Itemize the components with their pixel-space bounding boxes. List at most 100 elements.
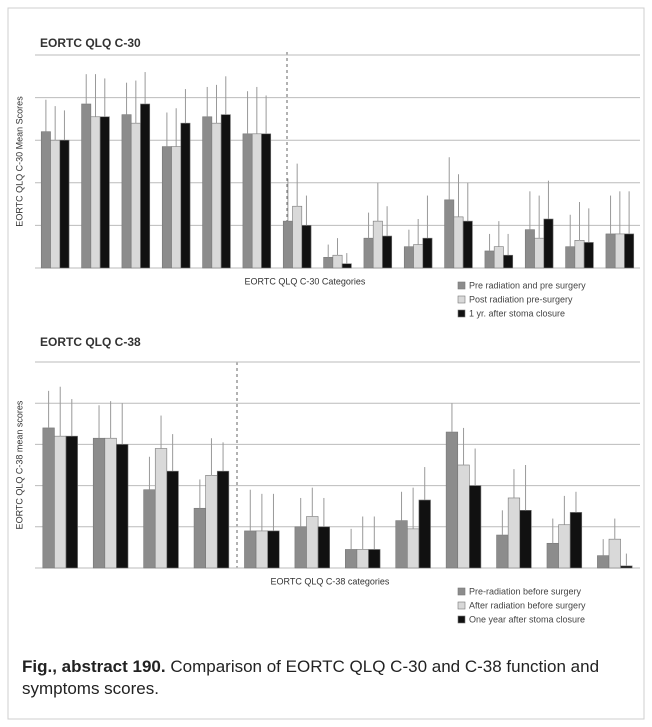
bar <box>332 254 343 269</box>
bar <box>614 233 625 269</box>
bar <box>65 435 78 569</box>
bar <box>166 470 179 569</box>
bar <box>395 520 408 569</box>
legend-swatch <box>457 601 466 610</box>
bar <box>403 246 414 269</box>
bar <box>605 233 616 269</box>
legend-label: Post radiation pre-surgery <box>469 294 573 304</box>
legend-swatch <box>457 615 466 624</box>
bar <box>193 507 206 569</box>
bar <box>54 435 67 569</box>
bar <box>99 116 110 269</box>
bar <box>267 530 280 569</box>
y-axis-label: EORTC QLQ C-30 Mean Scores <box>14 96 24 227</box>
bar <box>418 499 431 569</box>
bar <box>503 254 514 269</box>
chart-title: EORTC QLQ C-30 <box>40 36 141 50</box>
x-axis-label: EORTC QLQ C-38 categories <box>271 576 390 586</box>
bar <box>507 497 521 569</box>
bar <box>143 489 156 569</box>
bar <box>255 530 268 569</box>
legend-swatch <box>457 587 466 596</box>
bar <box>457 464 470 569</box>
bar <box>372 220 383 269</box>
bar <box>543 218 554 269</box>
caption-text: Comparison of EORTC QLQ C-30 and C-38 fu… <box>22 657 600 698</box>
bar <box>216 470 230 569</box>
bar <box>597 555 610 569</box>
bar <box>294 526 307 569</box>
bar <box>368 549 381 569</box>
legend-label: Pre radiation and pre surgery <box>469 280 586 290</box>
bar <box>345 549 358 569</box>
legend-label: Pre-radiation before surgery <box>469 586 582 596</box>
bar <box>546 542 559 569</box>
bar <box>211 122 222 269</box>
bar <box>242 133 253 269</box>
bar <box>493 246 504 269</box>
bar <box>341 263 352 269</box>
bar <box>574 240 585 269</box>
bar <box>261 133 272 269</box>
bar <box>116 444 129 569</box>
bar <box>104 437 117 569</box>
bar <box>519 510 532 569</box>
bar <box>558 524 571 569</box>
bar <box>282 220 293 269</box>
legend-label: 1 yr. after stoma closure <box>469 308 565 318</box>
bar <box>496 534 509 569</box>
bar <box>583 242 594 269</box>
bar <box>121 114 132 269</box>
bar <box>154 448 168 569</box>
bar <box>565 246 576 269</box>
chart-title: EORTC QLQ C-38 <box>40 335 141 349</box>
bar <box>317 526 330 569</box>
bar <box>244 530 257 569</box>
bar <box>445 431 459 569</box>
bar <box>161 146 172 269</box>
bar <box>42 427 55 569</box>
bar <box>356 549 369 569</box>
legend-label: One year after stoma closure <box>469 614 585 624</box>
bar <box>608 538 621 569</box>
legend-label: After radiation before surgery <box>469 600 586 610</box>
bar <box>469 485 482 569</box>
bar <box>130 122 141 269</box>
bar <box>407 528 420 569</box>
x-axis-label: EORTC QLQ C-30 Categories <box>245 276 366 286</box>
bar <box>524 229 535 269</box>
bar <box>444 199 455 269</box>
bar <box>92 437 106 569</box>
y-axis-label: EORTC QLQ C-38 mean scores <box>14 400 24 529</box>
bar <box>205 474 218 569</box>
bar <box>569 512 583 569</box>
bar <box>50 139 61 269</box>
bar <box>422 237 433 269</box>
bar <box>90 116 101 269</box>
bar <box>220 114 231 269</box>
bar <box>301 225 312 269</box>
bar <box>363 237 374 269</box>
legend-swatch <box>457 281 466 290</box>
bar <box>59 139 70 269</box>
bar <box>413 244 424 269</box>
caption-label: Fig., abstract 190. <box>22 657 166 676</box>
bar <box>81 103 92 269</box>
bar <box>171 146 182 269</box>
frame <box>7 7 645 720</box>
legend-swatch <box>457 309 466 318</box>
bar <box>620 565 633 569</box>
bar <box>180 122 191 269</box>
caption: Fig., abstract 190. Comparison of EORTC … <box>22 656 622 700</box>
bar <box>484 250 495 269</box>
bar <box>453 216 464 269</box>
bar <box>292 205 303 269</box>
bar <box>624 233 635 269</box>
bar <box>534 237 545 269</box>
bar <box>382 235 393 269</box>
bar <box>323 257 334 269</box>
bar <box>251 133 262 269</box>
